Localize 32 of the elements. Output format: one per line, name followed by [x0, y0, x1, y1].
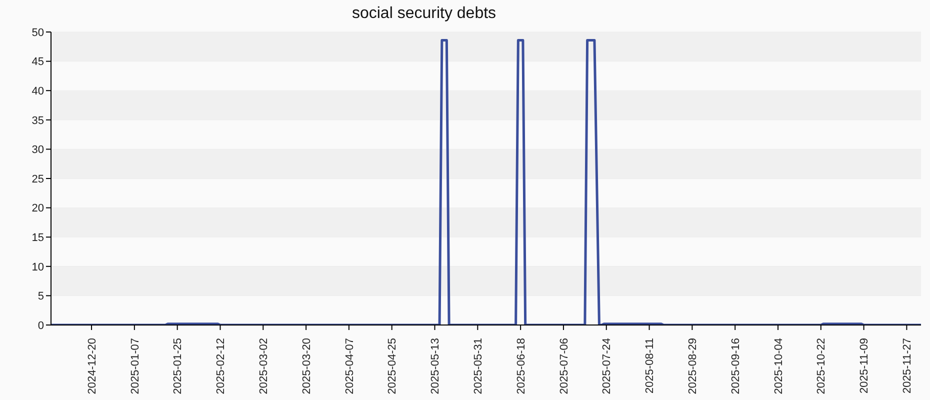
y-tick-label: 30: [32, 144, 44, 156]
x-tick-label: 2025-03-02: [258, 338, 270, 394]
y-tick-label: 5: [38, 290, 44, 303]
x-tick-label: 2025-06-18: [515, 338, 528, 394]
x-tick-label: 2025-03-20: [300, 338, 313, 394]
x-tick-label: 2025-08-11: [644, 338, 656, 394]
x-tick-label: 2025-10-22: [816, 338, 828, 394]
y-tick-label: 40: [32, 86, 44, 98]
x-tick-label: 2025-10-04: [772, 338, 785, 394]
x-tick-label: 2024-12-20: [86, 338, 98, 394]
x-tick-label: 2025-08-29: [687, 338, 700, 394]
x-tick-label: 2025-11-27: [902, 338, 914, 394]
x-tick-label: 2025-05-13: [430, 338, 442, 394]
x-tick-label: 2025-02-12: [215, 338, 228, 394]
x-tick-label: 2025-01-25: [172, 338, 184, 394]
x-tick-label: 2025-04-25: [386, 338, 399, 394]
x-tick-label: 2025-09-16: [730, 338, 742, 394]
y-tick-label: 15: [32, 232, 44, 244]
x-tick-label: 2025-07-24: [601, 338, 614, 394]
y-tick-label: 10: [32, 261, 44, 274]
x-tick-label: 2025-01-07: [129, 338, 142, 394]
x-tick-label: 2025-04-07: [344, 338, 356, 394]
y-tick-label: 50: [32, 26, 44, 39]
y-tick-label: 25: [32, 173, 44, 186]
y-tick-label: 0: [38, 320, 44, 332]
y-tick-label: 20: [32, 202, 44, 215]
x-tick-label: 2025-11-09: [858, 338, 871, 394]
chart-title: social security debts: [350, 5, 498, 23]
x-tick-label: 2025-05-31: [472, 338, 485, 394]
y-tick-label: 35: [32, 114, 44, 127]
y-tick-label: 45: [32, 56, 44, 68]
x-tick-label: 2025-07-06: [558, 338, 570, 394]
